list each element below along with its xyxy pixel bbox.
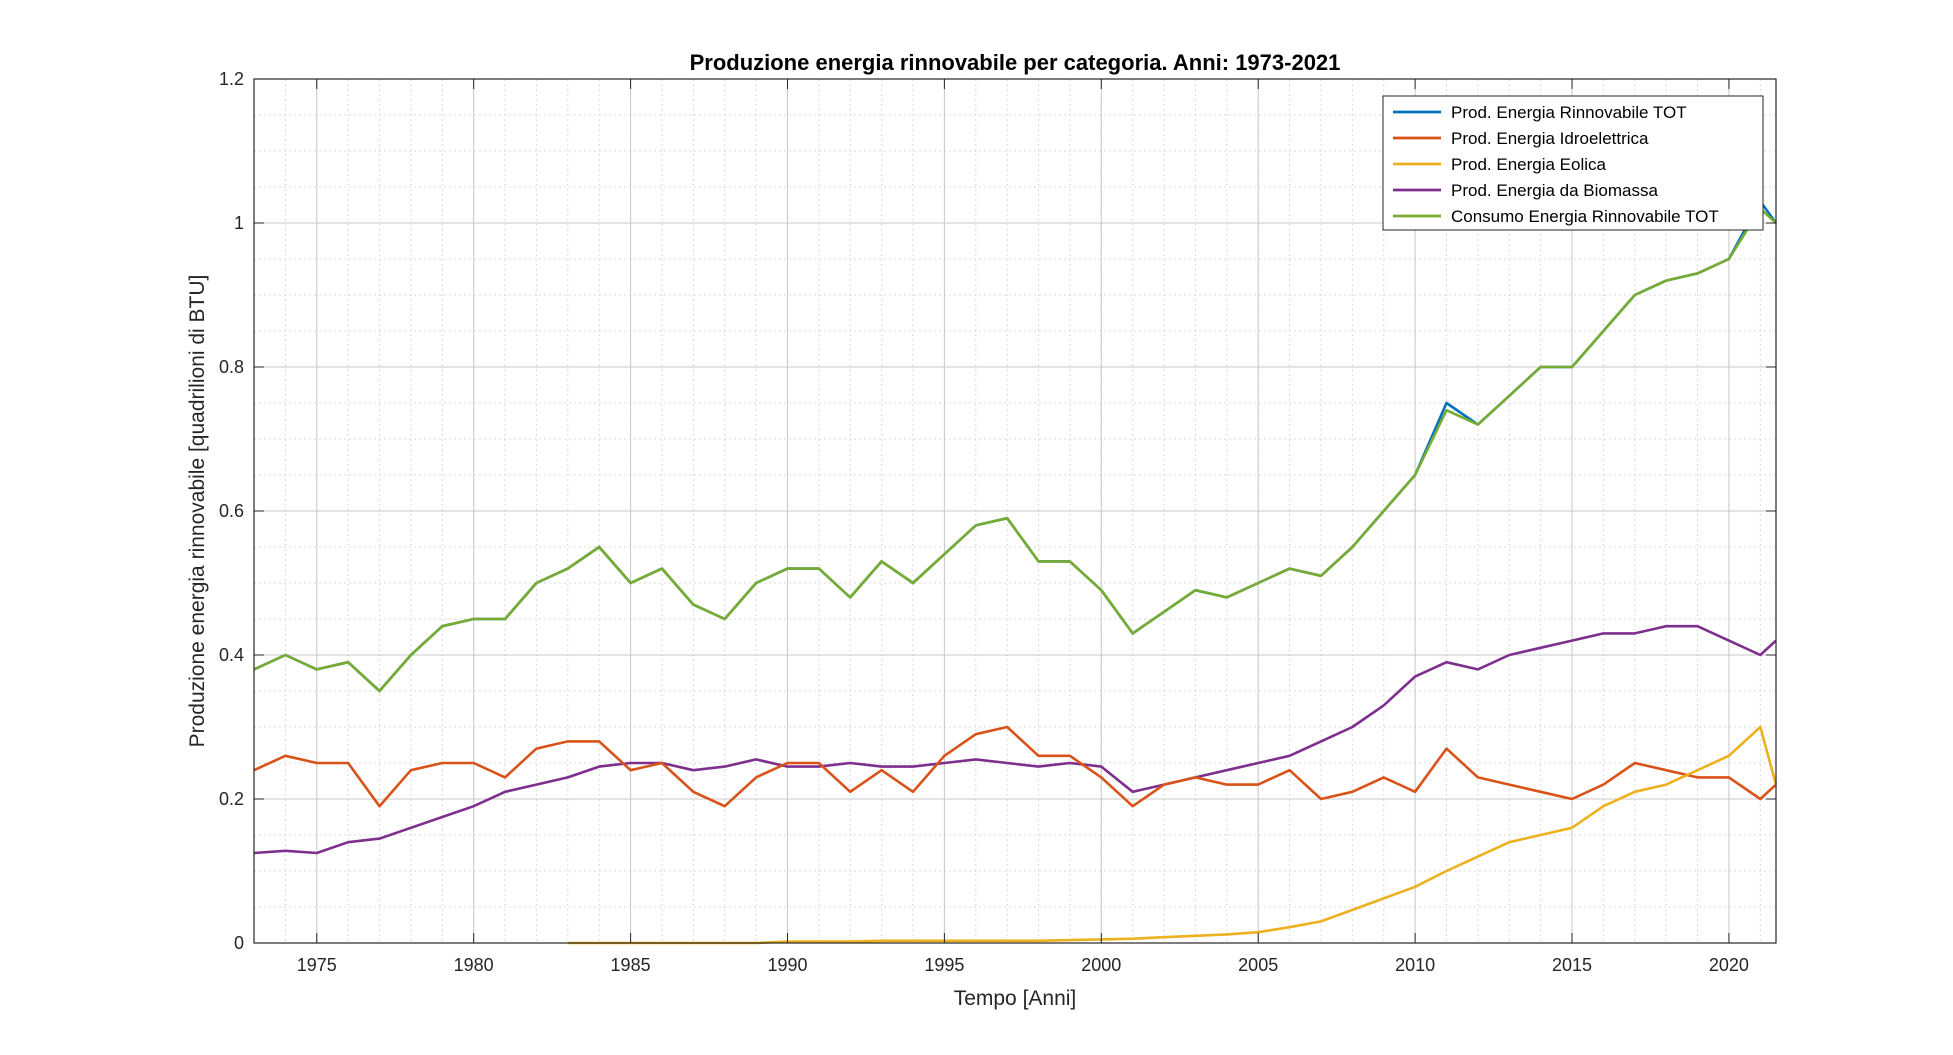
- x-tick-label: 1995: [924, 955, 964, 975]
- series-layer: [253, 200, 1778, 945]
- y-tick-label: 0.6: [219, 501, 244, 521]
- y-tick-label: 0: [234, 933, 244, 953]
- y-tick-label: 0.8: [219, 357, 244, 377]
- y-tick-label: 0.2: [219, 789, 244, 809]
- y-tick-labels: 0 0.2 0.4 0.6 0.8 1 1.2: [219, 69, 244, 953]
- x-axis-label: Tempo [Anni]: [954, 987, 1077, 1010]
- legend-label: Prod. Energia Idroelettrica: [1451, 129, 1649, 148]
- x-tick-label: 1985: [611, 955, 651, 975]
- legend-label: Prod. Energia da Biomassa: [1451, 181, 1658, 200]
- series-line-prod-energia-idroelettrica: [253, 725, 1777, 808]
- x-tick-labels: 1975 1980 1985 1990 1995 2000 2005 2010 2015 2020: [297, 955, 1749, 975]
- legend-label: Prod. Energia Rinnovabile TOT: [1451, 103, 1687, 122]
- x-tick-label: 2020: [1709, 955, 1749, 975]
- y-tick-label: 1.2: [219, 69, 244, 89]
- axis-ticks: [254, 78, 1776, 944]
- legend-label: Consumo Energia Rinnovabile TOT: [1451, 207, 1719, 226]
- chart-title: Produzione energia rinnovabile per categ…: [690, 50, 1341, 75]
- x-tick-label: 1980: [454, 955, 494, 975]
- x-tick-label: 2015: [1552, 955, 1592, 975]
- x-tick-label: 2005: [1238, 955, 1278, 975]
- x-tick-label: 2010: [1395, 955, 1435, 975]
- legend-box: [1382, 95, 1764, 231]
- x-tick-label: 1990: [767, 955, 807, 975]
- y-tick-label: 1: [234, 213, 244, 233]
- x-tick-label: 2000: [1081, 955, 1121, 975]
- series-line-prod-energia-da-biomassa: [253, 624, 1777, 855]
- legend-label: Prod. Energia Eolica: [1451, 155, 1607, 174]
- legend: Prod. Energia Rinnovabile TOT Prod. Energ…: [1382, 95, 1764, 231]
- x-tick-label: 1975: [297, 955, 337, 975]
- y-axis-label: Produzione energia rinnovabile [quadrili…: [186, 275, 209, 748]
- series-line-consumo-energia-rinnovabile-tot: [253, 207, 1777, 693]
- y-tick-label: 0.4: [219, 645, 244, 665]
- series-line-prod-energia-eolica: [567, 725, 1778, 945]
